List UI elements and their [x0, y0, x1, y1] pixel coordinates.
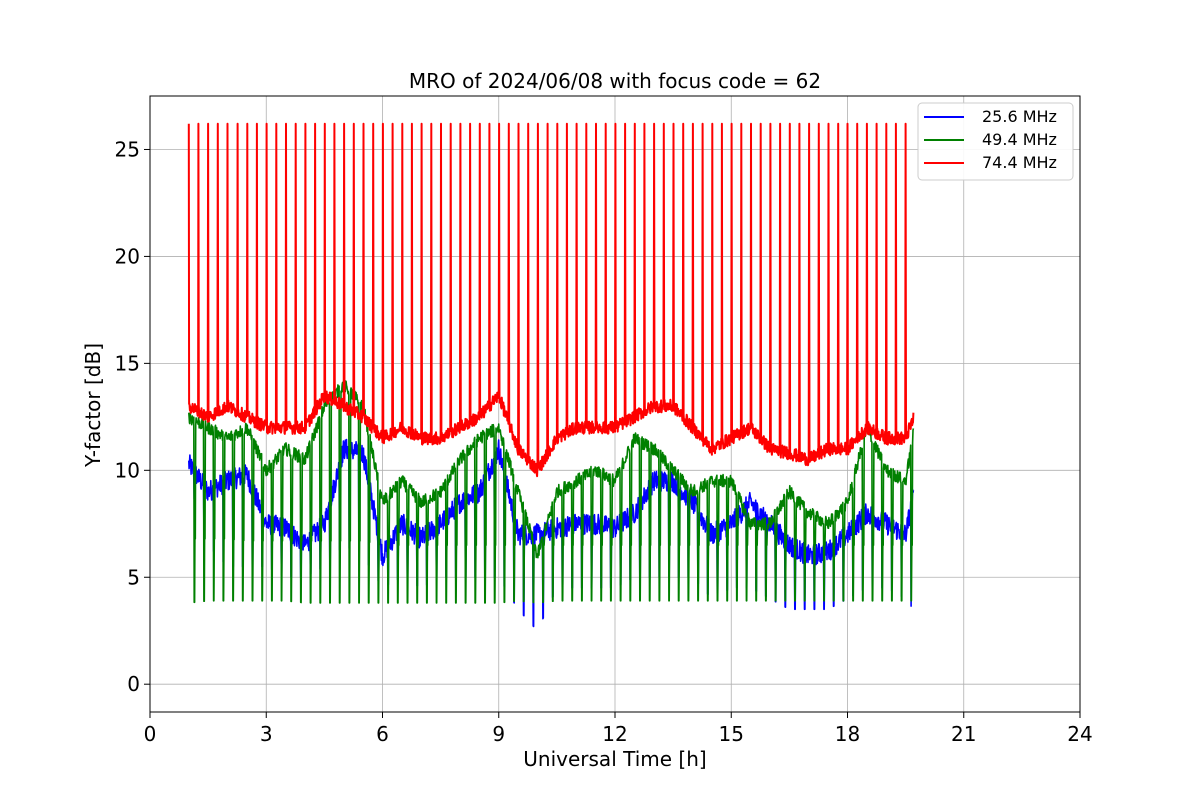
y-tick-label: 5 — [127, 565, 140, 589]
y-tick-label: 20 — [115, 244, 140, 268]
y-tick-label: 25 — [115, 137, 140, 161]
x-tick-label: 0 — [144, 722, 157, 746]
ticks: 0 3 6 9 12 15 18 21 24 0 5 10 15 20 25 — [115, 137, 1093, 746]
legend-label-49-4: 49.4 MHz — [982, 130, 1057, 149]
x-tick-label: 9 — [492, 722, 505, 746]
legend-label-74-4: 74.4 MHz — [982, 153, 1057, 172]
series-line-744 — [187, 122, 915, 478]
x-tick-label: 15 — [719, 722, 744, 746]
x-tick-label: 24 — [1067, 722, 1092, 746]
x-tick-label: 12 — [602, 722, 627, 746]
x-tick-label: 18 — [835, 722, 860, 746]
x-tick-label: 6 — [376, 722, 389, 746]
legend-label-25-6: 25.6 MHz — [982, 107, 1057, 126]
y-tick-label: 10 — [115, 458, 140, 482]
legend-box — [917, 102, 1074, 181]
y-tick-label: 15 — [115, 351, 140, 375]
x-tick-label: 3 — [260, 722, 273, 746]
x-axis-label: Universal Time [h] — [523, 747, 706, 771]
x-tick-label: 21 — [951, 722, 976, 746]
y-tick-label: 0 — [127, 672, 140, 696]
plot-lines — [187, 122, 915, 628]
legend: 25.6 MHz 49.4 MHz 74.4 MHz — [917, 102, 1074, 181]
y-axis-label: Y-factor [dB] — [81, 343, 105, 468]
series-line-494 — [188, 378, 915, 604]
chart-title: MRO of 2024/06/08 with focus code = 62 — [409, 69, 821, 93]
